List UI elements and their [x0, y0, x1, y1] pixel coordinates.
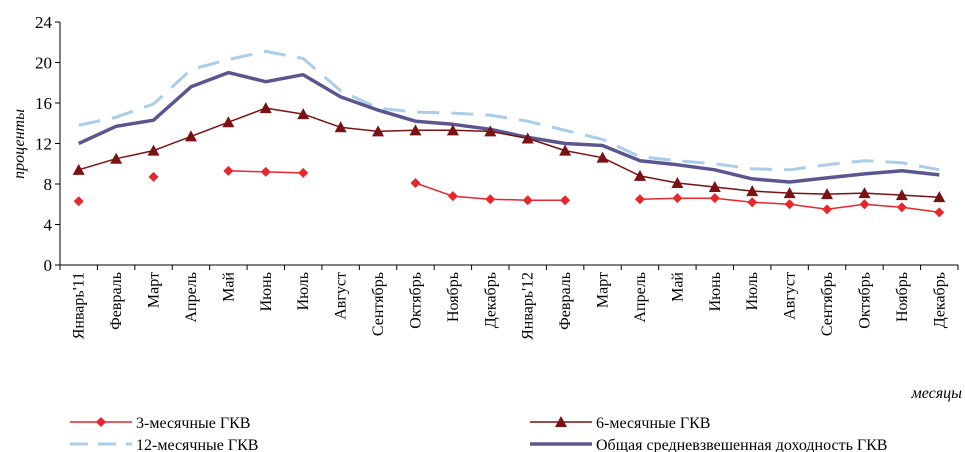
x-tick-label: Январь'11 — [71, 272, 88, 339]
legend-marker — [96, 417, 106, 427]
data-point — [596, 151, 609, 163]
x-tick-label: Июль — [744, 272, 761, 310]
legend-item-2: 6-месячные ГКВ — [530, 415, 710, 432]
series-line — [78, 107, 940, 198]
data-point — [560, 195, 571, 206]
legend-label: Общая средневзвешенная доходность ГКВ — [596, 437, 887, 452]
data-point — [522, 195, 533, 206]
x-tick-label: Сентябрь — [370, 272, 387, 336]
data-point — [372, 125, 385, 137]
data-point — [821, 188, 834, 200]
series-1 — [73, 165, 945, 218]
data-point — [260, 166, 271, 177]
legend-label: 12-месячные ГКВ — [136, 437, 258, 452]
x-tick-label: Декабрь — [931, 272, 948, 328]
legend-label: 6-месячные ГКВ — [596, 415, 710, 432]
y-tick-label: 24 — [35, 13, 53, 32]
data-point — [298, 167, 309, 178]
x-tick-label: Январь'12 — [520, 272, 537, 340]
x-tick-label: Май — [669, 272, 686, 302]
legend-item-4: Общая средневзвешенная доходность ГКВ — [530, 437, 887, 452]
x-tick-label: Ноябрь — [894, 272, 911, 322]
data-point — [784, 199, 795, 210]
data-point — [895, 189, 908, 201]
series-line — [77, 70, 940, 184]
x-tick-label: Февраль — [557, 272, 574, 330]
x-tick-label: Июль — [295, 272, 312, 310]
y-tick-label: 16 — [35, 94, 52, 113]
x-tick-label: Октябрь — [856, 272, 873, 329]
data-point — [672, 193, 683, 204]
x-tick-label: Апрель — [632, 272, 649, 323]
data-point — [747, 197, 758, 208]
x-tick-label: Май — [220, 272, 237, 302]
x-tick-label: Март — [595, 272, 612, 308]
data-point — [184, 130, 197, 142]
data-point — [559, 144, 572, 156]
series-4 — [77, 70, 940, 184]
data-point — [485, 194, 496, 205]
y-tick-label: 12 — [35, 135, 52, 154]
data-point — [148, 171, 159, 182]
data-point — [634, 194, 645, 205]
data-point — [410, 177, 421, 188]
y-axis-label: проценты — [11, 109, 28, 179]
data-point — [822, 204, 833, 215]
series-line — [78, 49, 940, 172]
data-point — [222, 116, 235, 128]
data-point — [147, 144, 160, 156]
x-tick-label: Ноябрь — [445, 272, 462, 322]
data-point — [521, 132, 534, 144]
data-point — [446, 124, 459, 136]
data-point — [671, 176, 684, 188]
series-2 — [72, 102, 946, 203]
y-tick-label: 0 — [44, 256, 53, 275]
data-point — [783, 187, 796, 199]
x-tick-label: Сентябрь — [819, 272, 836, 336]
data-point — [110, 152, 123, 164]
y-tick-label: 8 — [44, 175, 53, 194]
legend: 3-месячные ГКВ 6-месячные ГКВ 12-месячные … — [70, 415, 887, 452]
data-point — [633, 169, 646, 181]
data-point — [73, 196, 84, 207]
series-3 — [78, 49, 940, 172]
data-point — [259, 102, 272, 114]
data-point — [409, 124, 422, 136]
legend-item-3: 12-месячные ГКВ — [70, 437, 258, 452]
x-tick-label: Август — [333, 272, 350, 320]
data-point — [72, 163, 85, 175]
x-tick-label: Июнь — [258, 272, 275, 311]
data-point — [896, 202, 907, 213]
series-layer — [72, 49, 946, 218]
legend-label: 3-месячные ГКВ — [136, 415, 250, 432]
data-point — [859, 199, 870, 210]
y-tick-label: 20 — [35, 54, 52, 73]
x-tick-label: Апрель — [183, 272, 200, 323]
data-point — [933, 191, 946, 203]
legend-item-1: 3-месячные ГКВ — [70, 415, 250, 432]
data-point — [297, 108, 310, 120]
x-tick-label: Декабрь — [482, 272, 499, 328]
data-point — [934, 207, 945, 218]
legend-marker — [555, 416, 567, 427]
data-point — [708, 181, 721, 193]
data-point — [709, 193, 720, 204]
data-point — [746, 185, 759, 197]
x-tick-label: Март — [146, 272, 163, 308]
x-tick-label: Октябрь — [407, 272, 424, 329]
y-tick-label: 4 — [44, 216, 53, 235]
data-point — [334, 121, 347, 133]
x-tick-label: Август — [782, 272, 799, 320]
data-point — [484, 125, 497, 137]
y-tick-labels: 0 4 8 12 16 20 24 — [35, 13, 53, 275]
chart-axes — [55, 21, 959, 270]
x-tick-labels: Январь'11 Февраль Март Апрель Май Июнь Июль Авг… — [71, 272, 949, 340]
data-point — [447, 191, 458, 202]
data-point — [858, 187, 871, 199]
data-point — [223, 165, 234, 176]
x-tick-label: Июнь — [707, 272, 724, 311]
x-axis-label: месяцы — [911, 385, 963, 402]
x-tick-label: Февраль — [108, 272, 125, 330]
